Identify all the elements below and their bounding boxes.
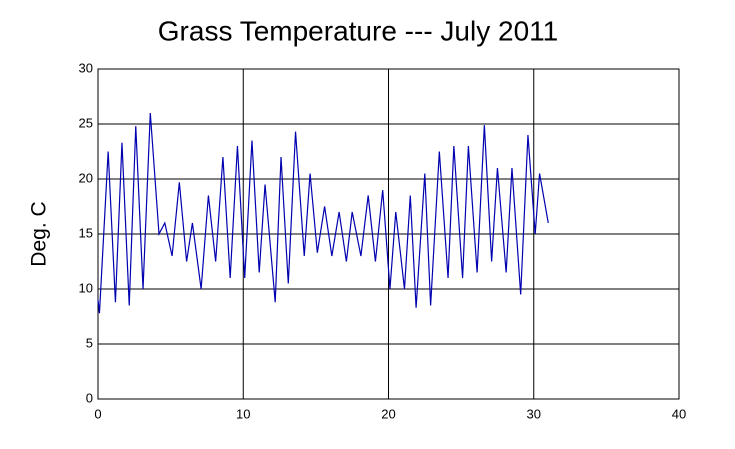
- y-tick-label: 30: [79, 60, 93, 75]
- y-axis-label: Deg. C: [28, 201, 51, 266]
- y-tick-label: 20: [79, 170, 93, 185]
- y-tick-label: 5: [86, 335, 93, 350]
- y-tick-label: 0: [86, 390, 93, 405]
- plot-border: [97, 68, 680, 400]
- chart-title: Grass Temperature --- July 2011: [158, 15, 558, 46]
- x-tick-label: 0: [94, 406, 101, 421]
- data-line: [97, 112, 549, 314]
- y-tick-label: 10: [79, 280, 93, 295]
- x-tick-label: 20: [381, 406, 395, 421]
- y-tick-label: 15: [79, 225, 93, 240]
- x-tick-label: 10: [236, 406, 250, 421]
- y-tick-label: 25: [79, 115, 93, 130]
- x-tick-label: 40: [672, 406, 686, 421]
- x-tick-label: 30: [527, 406, 541, 421]
